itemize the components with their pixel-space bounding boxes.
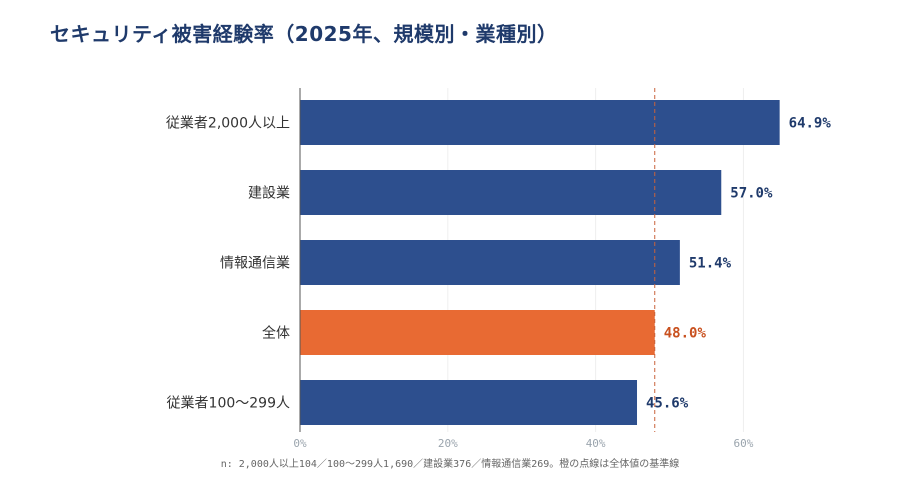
value-label: 64.9% [789, 116, 832, 132]
x-tick-label: 20% [438, 437, 458, 450]
category-label: 従業者100～299人 [167, 396, 290, 412]
value-label: 57.0% [730, 186, 773, 202]
bar [300, 100, 780, 145]
bar [300, 240, 680, 285]
category-label: 従業者2,000人以上 [166, 116, 290, 132]
bar-highlight [300, 310, 655, 355]
category-label: 情報通信業 [220, 256, 290, 272]
bars [300, 100, 780, 425]
value-label: 45.6% [646, 396, 689, 412]
bar [300, 380, 638, 425]
footnote: n: 2,000人以上104／100～299人1,690／建設業376／情報通信… [220, 459, 680, 470]
x-tick-label: 0% [293, 437, 307, 450]
x-tick-labels: 0% 20% 40% 60% [293, 437, 753, 450]
category-label: 全体 [262, 325, 290, 342]
x-tick-label: 60% [734, 437, 754, 450]
category-label: 建設業 [248, 186, 290, 202]
value-label: 48.0% [664, 326, 707, 342]
value-labels: 64.9% 57.0% 51.4% 48.0% 45.6% [646, 116, 831, 412]
bar [300, 170, 722, 215]
chart-title: セキュリティ被害経験率（2025年、規模別・業種別） [50, 22, 558, 46]
x-tick-label: 40% [586, 437, 606, 450]
value-label: 51.4% [689, 256, 732, 272]
